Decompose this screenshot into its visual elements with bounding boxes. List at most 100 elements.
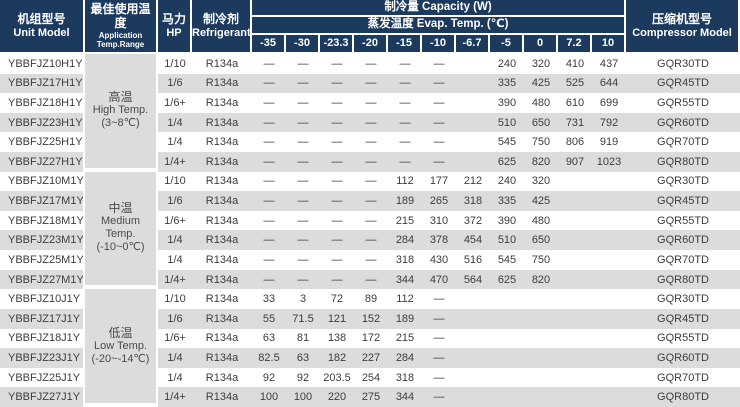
- capacity-cell: 699: [592, 93, 627, 113]
- capacity-cell: 92: [252, 367, 286, 388]
- table-row: YBBFJZ17H1Y 1/6 R134a — — — — — —335 425 525 644 GQR…: [0, 73, 740, 94]
- capacity-cell: 480: [524, 210, 558, 231]
- temp-range-line: Low Temp.: [94, 339, 147, 352]
- hp-cell: 1/4: [158, 132, 192, 153]
- capacity-cell: 177: [422, 171, 456, 192]
- unit-model-cell: YBBFJZ23H1Y: [0, 112, 85, 133]
- capacity-cell: —: [388, 152, 422, 172]
- unit-model-cell: YBBFJZ27H1Y: [0, 152, 85, 172]
- compressor-model-cell: GQR70TD: [626, 250, 740, 270]
- col-header-unit-model-cn: 机组型号: [17, 12, 66, 27]
- capacity-cell: 525: [558, 73, 592, 94]
- col-header-hp-cn: 马力: [161, 12, 186, 27]
- unit-model-cell: YBBFJZ27M1Y: [0, 269, 85, 290]
- refrigerant-cell: R134a: [192, 73, 252, 94]
- capacity-cell: —: [252, 93, 286, 113]
- capacity-cell: —: [286, 250, 320, 270]
- evap-temp-header: -35: [252, 35, 286, 54]
- table-row: YBBFJZ18M1Y 1/6+ R134a — — — —215 310 372 390 480 G…: [0, 210, 740, 231]
- col-header-refrigerant: 制冷剂 Refrigerant: [192, 0, 252, 54]
- capacity-cell: [592, 210, 627, 231]
- capacity-cell: 437: [592, 54, 627, 74]
- compressor-model-cell: GQR45TD: [626, 73, 740, 94]
- capacity-cell: —: [422, 289, 456, 309]
- capacity-cell: —: [320, 73, 354, 94]
- capacity-cell: 284: [388, 348, 422, 368]
- capacity-cell: 318: [388, 367, 422, 388]
- hp-cell: 1/4+: [158, 152, 192, 172]
- capacity-cell: 3: [286, 289, 320, 309]
- compressor-model-cell: GQR80TD: [626, 269, 740, 290]
- unit-model-cell: YBBFJZ23M1Y: [0, 230, 85, 251]
- capacity-cell: —: [252, 171, 286, 192]
- col-header-app-temp-en: Application Temp.Range: [96, 30, 145, 50]
- capacity-cell: —: [388, 112, 422, 133]
- capacity-cell: 121: [320, 308, 354, 329]
- capacity-cell: 390: [490, 210, 524, 231]
- capacity-cell: 112: [388, 289, 422, 309]
- capacity-cell: —: [320, 112, 354, 133]
- capacity-cell: —: [354, 250, 388, 270]
- capacity-cell: 215: [388, 210, 422, 231]
- capacity-cell: 227: [354, 348, 388, 368]
- table-row: YBBFJZ27H1Y 1/4+ R134a — — — — — —625 820 907 1023 G…: [0, 152, 740, 172]
- capacity-cell: 564: [456, 269, 490, 290]
- hp-cell: 1/4: [158, 250, 192, 270]
- temp-range-line: Medium: [100, 215, 141, 228]
- capacity-cell: 820: [524, 269, 558, 290]
- table-row: YBBFJZ17M1Y 1/6 R134a — — — —189 265 318 335 425 GQ…: [0, 191, 740, 211]
- capacity-cell: 112: [388, 171, 422, 192]
- capacity-cell: [490, 387, 524, 407]
- compressor-model-cell: GQR55TD: [626, 93, 740, 113]
- capacity-cell: [558, 348, 592, 368]
- refrigerant-cell: R134a: [192, 289, 252, 309]
- compressor-model-cell: GQR30TD: [626, 289, 740, 309]
- col-header-refrigerant-cn: 制冷剂: [202, 12, 239, 27]
- capacity-cell: 919: [592, 132, 627, 153]
- evap-temp-header: 10: [592, 35, 627, 54]
- unit-model-cell: YBBFJZ17J1Y: [0, 308, 85, 329]
- capacity-cell: —: [252, 210, 286, 231]
- capacity-cell: —: [286, 152, 320, 172]
- capacity-cell: [524, 308, 558, 329]
- capacity-cell: —: [320, 191, 354, 211]
- unit-model-cell: YBBFJZ18H1Y: [0, 93, 85, 113]
- capacity-cell: 152: [354, 308, 388, 329]
- capacity-cell: 138: [320, 328, 354, 349]
- hp-cell: 1/4: [158, 348, 192, 368]
- evap-temp-header: -6.7: [456, 35, 490, 54]
- capacity-cell: —: [286, 230, 320, 251]
- capacity-cell: [456, 152, 490, 172]
- capacity-cell: —: [320, 54, 354, 74]
- capacity-cell: 189: [388, 308, 422, 329]
- capacity-cell: [490, 328, 524, 349]
- capacity-cell: 55: [252, 308, 286, 329]
- unit-model-cell: YBBFJZ10H1Y: [0, 54, 85, 74]
- unit-model-cell: YBBFJZ25M1Y: [0, 250, 85, 270]
- hp-cell: 1/4+: [158, 269, 192, 290]
- capacity-cell: 182: [320, 348, 354, 368]
- capacity-cell: [456, 112, 490, 133]
- capacity-cell: [456, 328, 490, 349]
- capacity-cell: 644: [592, 73, 627, 94]
- temp-range-line: 低温: [108, 325, 133, 340]
- col-header-hp: 马力 HP: [158, 0, 192, 54]
- capacity-cell: [592, 171, 627, 192]
- capacity-cell: —: [354, 171, 388, 192]
- table-header: 机组型号 Unit Model 最佳使用温度 Application Temp.…: [0, 0, 740, 54]
- capacity-cell: —: [286, 171, 320, 192]
- capacity-cell: 72: [320, 289, 354, 309]
- capacity-cell: —: [286, 191, 320, 211]
- compressor-model-cell: GQR55TD: [626, 328, 740, 349]
- capacity-cell: 731: [558, 112, 592, 133]
- table-row: YBBFJZ25J1Y 1/4 R134a 92 92 203.5 254 318— GQR70…: [0, 367, 740, 388]
- capacity-cell: [524, 348, 558, 368]
- evap-temp-header: -15: [388, 35, 422, 54]
- capacity-cell: —: [422, 348, 456, 368]
- capacity-cell: 510: [490, 112, 524, 133]
- table-row: YBBFJZ10J1Y 低温 Low Temp. (-20~-14℃) 1/10 R134…: [0, 289, 740, 407]
- capacity-cell: 1023: [592, 152, 627, 172]
- temp-range-line: (-20~-14℃): [91, 352, 150, 365]
- capacity-cell: —: [354, 132, 388, 153]
